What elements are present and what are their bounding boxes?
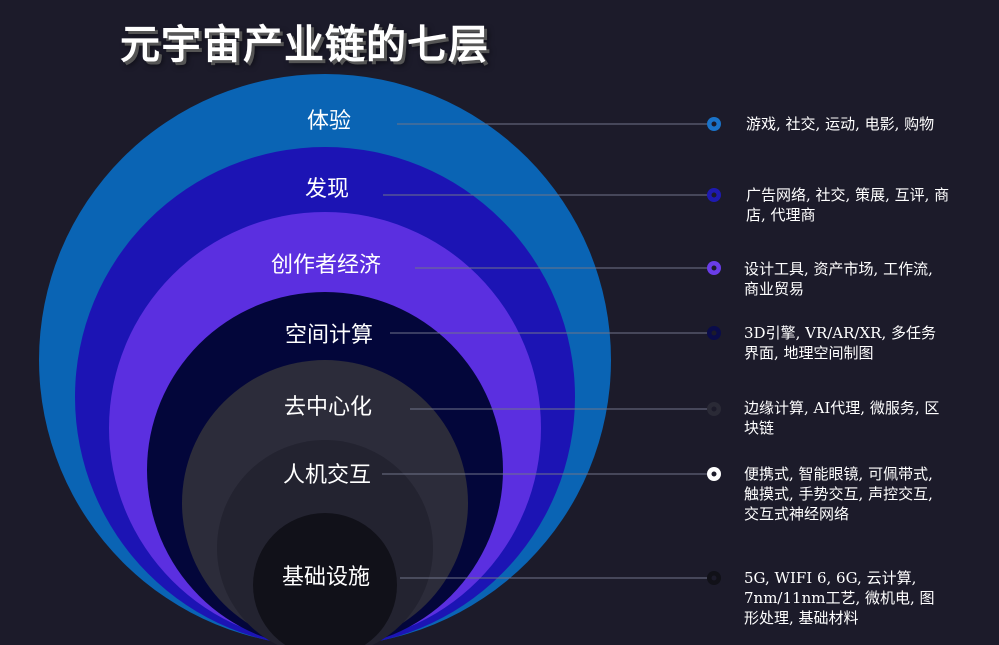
layer-label-3: 创作者经济 bbox=[271, 253, 381, 278]
marker-inner-2 bbox=[711, 192, 717, 198]
marker-7 bbox=[707, 571, 721, 585]
marker-6 bbox=[707, 467, 721, 481]
layer-label-1: 体验 bbox=[307, 109, 351, 134]
marker-1 bbox=[707, 117, 721, 131]
layer-description-1: 游戏, 社交, 运动, 电影, 购物 bbox=[746, 115, 935, 133]
marker-inner-3 bbox=[711, 265, 717, 271]
marker-2 bbox=[707, 188, 721, 202]
marker-inner-4 bbox=[711, 330, 717, 336]
layer-circle-7 bbox=[253, 513, 397, 645]
layer-label-6: 人机交互 bbox=[283, 463, 371, 488]
layer-label-4: 空间计算 bbox=[285, 323, 373, 348]
layer-description-7: 5G, WIFI 6, 6G, 云计算, 7nm/11nm工艺, 微机电, 图形… bbox=[744, 569, 935, 627]
layer-description-3: 设计工具, 资产市场, 工作流, 商业贸易 bbox=[744, 260, 933, 298]
marker-inner-6 bbox=[711, 471, 717, 477]
marker-5 bbox=[707, 402, 721, 416]
layer-label-5: 去中心化 bbox=[284, 395, 372, 420]
layer-label-2: 发现 bbox=[305, 177, 349, 202]
marker-inner-1 bbox=[711, 121, 717, 127]
marker-inner-7 bbox=[711, 575, 717, 581]
marker-inner-5 bbox=[711, 406, 717, 412]
layer-description-2: 广告网络, 社交, 策展, 互评, 商店, 代理商 bbox=[746, 186, 950, 224]
layer-description-5: 边缘计算, AI代理, 微服务, 区块链 bbox=[744, 399, 940, 437]
layer-description-6: 便携式, 智能眼镜, 可佩带式, 触摸式, 手势交互, 声控交互, 交互式神经网… bbox=[744, 465, 933, 523]
marker-3 bbox=[707, 261, 721, 275]
layer-label-7: 基础设施 bbox=[282, 565, 370, 590]
marker-4 bbox=[707, 326, 721, 340]
diagram-title: 元宇宙产业链的七层 bbox=[120, 22, 489, 68]
layer-description-4: 3D引擎, VR/AR/XR, 多任务界面, 地理空间制图 bbox=[744, 324, 936, 362]
